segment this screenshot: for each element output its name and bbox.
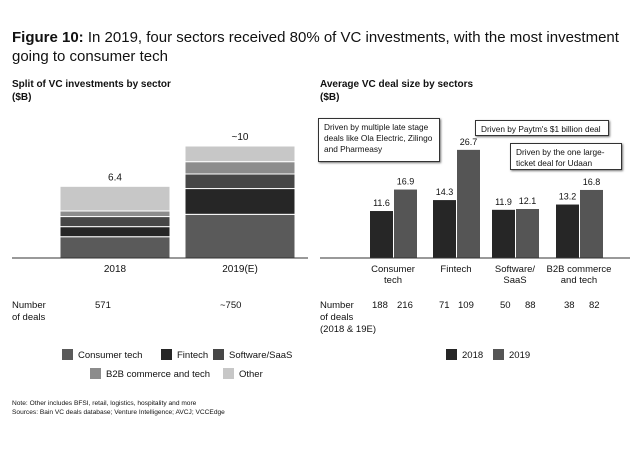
legend-2018: 2018 — [446, 349, 483, 361]
notes: Note: Other includes BFSI, retail, logis… — [12, 399, 225, 417]
bar-2019-0 — [394, 189, 417, 258]
deals-software-2018: 50 — [500, 300, 511, 311]
x-tick-label: and tech — [561, 275, 597, 286]
x-tick-label: Consumer — [371, 264, 415, 275]
legend-label-other: Other — [239, 369, 263, 380]
data-label: 14.3 — [436, 187, 454, 197]
bar-segment-b-b-commerce-and-tech-1 — [184, 161, 296, 175]
legend-swatch-fintech — [161, 349, 172, 360]
x-tick-label: SaaS — [503, 275, 526, 286]
left-deals-2019: ~750 — [220, 300, 242, 311]
legend-swatch-software-saas — [213, 349, 224, 360]
total-label: ~10 — [232, 132, 249, 143]
data-label: 12.1 — [519, 196, 537, 206]
right-panel-unit: ($B) — [320, 92, 340, 103]
deals-consumer-2019: 216 — [397, 300, 413, 311]
x-tick-label: B2B commerce — [547, 264, 612, 275]
right-deals-label: Number of deals (2018 & 19E) — [320, 300, 376, 336]
left-deals-label-line2: of deals — [12, 312, 46, 323]
data-label: 11.6 — [373, 198, 390, 208]
legend-swatch-2019 — [493, 349, 504, 360]
deals-fintech-2019: 109 — [458, 300, 474, 311]
left-panel-title: Split of VC investments by sector — [12, 79, 171, 90]
deals-fintech-2018: 71 — [439, 300, 450, 311]
bar-segment-software-saas-1 — [184, 173, 296, 190]
legend-fintech: Fintech — [161, 349, 208, 361]
bar-segment-software-saas-0 — [59, 216, 171, 228]
legend-label-software-saas: Software/SaaS — [229, 350, 293, 361]
right-deals-label-line1: Number — [320, 300, 354, 311]
data-label: 11.9 — [495, 197, 512, 207]
bar-segment-other-0 — [59, 185, 171, 212]
bar-segment-consumer-tech-0 — [59, 236, 171, 259]
stacked-bar-chart: 6.4 2018 ~10 2019(E) — [12, 132, 308, 275]
callout-fintech: Driven by Paytm's $1 billion deal — [475, 120, 609, 136]
x-tick-label: 2018 — [104, 264, 127, 275]
bar-2018-0 — [370, 211, 393, 258]
bar-2018-3 — [556, 204, 579, 258]
deals-b2b-2019: 82 — [589, 300, 600, 311]
legend-label-consumer-tech: Consumer tech — [78, 350, 143, 361]
bar-2019-1 — [457, 149, 480, 258]
legend-swatch-b2b — [90, 368, 101, 379]
x-tick-label: Fintech — [440, 264, 471, 275]
callout-consumer-tech: Driven by multiple late stage deals like… — [318, 118, 440, 162]
legend-b2b: B2B commerce and tech — [90, 368, 210, 380]
left-deals-2018: 571 — [95, 300, 111, 311]
figure-title-text: In 2019, four sectors received 80% of VC… — [12, 29, 619, 65]
legend-swatch-other — [223, 368, 234, 379]
left-deals-label-line1: Number — [12, 300, 46, 311]
bar-2018-1 — [433, 200, 456, 258]
right-panel-title: Average VC deal size by sectors — [320, 79, 474, 90]
data-label: 16.8 — [583, 177, 601, 187]
left-deals-label: Number of deals — [12, 300, 46, 324]
legend-2019: 2019 — [493, 349, 530, 361]
bar-segment-consumer-tech-1 — [184, 213, 296, 259]
right-deals-label-line3: (2018 & 19E) — [320, 324, 376, 335]
callout-b2b: Driven by the one large-ticket deal for … — [510, 143, 622, 170]
figure-title: Figure 10: In 2019, four sectors receive… — [12, 28, 632, 66]
x-tick-label: Software/ — [495, 264, 535, 275]
data-label: 26.7 — [460, 137, 478, 147]
sources-line: Sources: Bain VC deals database; Venture… — [12, 409, 225, 416]
total-label: 6.4 — [108, 172, 122, 183]
bar-2019-3 — [580, 189, 603, 258]
legend-label-b2b: B2B commerce and tech — [106, 369, 211, 380]
deals-software-2019: 88 — [525, 300, 536, 311]
legend-other: Other — [223, 368, 263, 380]
bar-segment-other-1 — [184, 145, 296, 163]
x-tick-label: tech — [384, 275, 402, 286]
legend-label-fintech: Fintech — [177, 350, 209, 361]
legend-swatch-consumer-tech — [62, 349, 73, 360]
bar-segment-b-b-commerce-and-tech-0 — [59, 210, 171, 218]
deals-b2b-2018: 38 — [564, 300, 575, 311]
bar-segment-fintech-0 — [59, 226, 171, 238]
legend-label-2018: 2018 — [462, 350, 484, 361]
bar-segment-fintech-1 — [184, 188, 296, 215]
legend-swatch-2018 — [446, 349, 457, 360]
note-line: Note: Other includes BFSI, retail, logis… — [12, 400, 197, 407]
figure-label: Figure 10: — [12, 29, 84, 46]
legend-consumer-tech: Consumer tech — [62, 349, 142, 361]
data-label: 13.2 — [559, 192, 577, 202]
x-tick-label: 2019(E) — [222, 264, 258, 275]
legend-label-2019: 2019 — [509, 350, 531, 361]
right-deals-label-line2: of deals — [320, 312, 354, 323]
data-label: 16.9 — [397, 177, 415, 187]
bar-2019-2 — [516, 208, 539, 258]
deals-consumer-2018: 188 — [372, 300, 388, 311]
left-panel-unit: ($B) — [12, 92, 32, 103]
legend-software-saas: Software/SaaS — [213, 349, 292, 361]
bar-2018-2 — [492, 209, 515, 258]
